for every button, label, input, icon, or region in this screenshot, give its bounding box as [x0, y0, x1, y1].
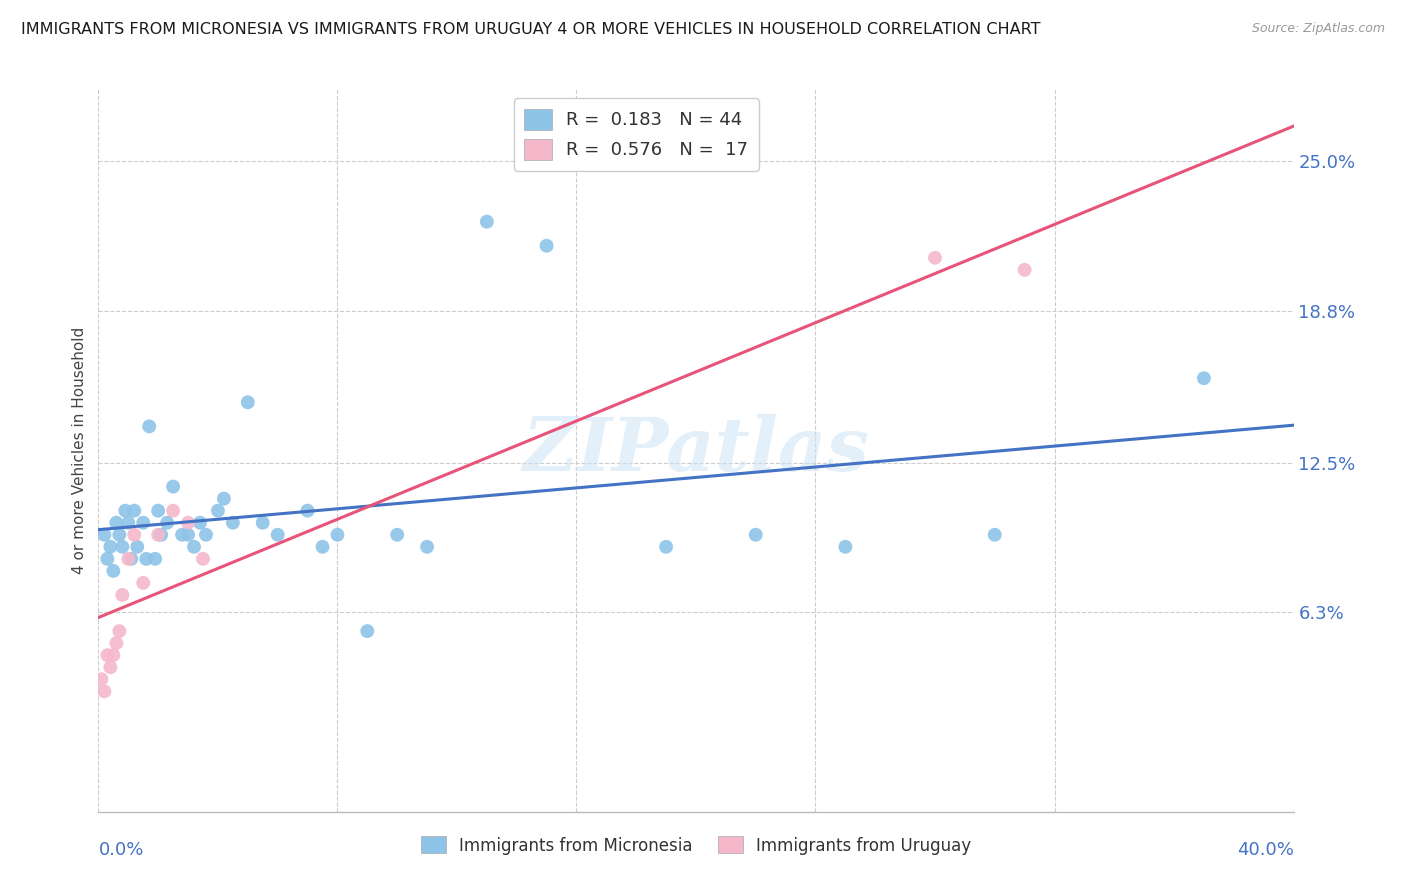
Point: [156, 516, 179, 530]
Point: [117, 516, 139, 530]
Point: [108, 624, 131, 639]
Point: [108, 528, 131, 542]
Point: [162, 480, 184, 494]
Point: [114, 503, 136, 517]
Text: 40.0%: 40.0%: [1237, 840, 1294, 859]
Point: [132, 516, 155, 530]
Point: [117, 551, 139, 566]
Point: [475, 214, 498, 228]
Point: [98, 660, 122, 674]
Point: [834, 540, 856, 554]
Point: [1014, 262, 1036, 277]
Text: 0.0%: 0.0%: [98, 840, 143, 859]
Point: [191, 551, 214, 566]
Point: [148, 503, 170, 517]
Point: [150, 528, 173, 542]
Point: [105, 636, 128, 650]
Point: [416, 540, 439, 554]
Legend: Immigrants from Micronesia, Immigrants from Uruguay: Immigrants from Micronesia, Immigrants f…: [415, 830, 977, 861]
Point: [132, 576, 155, 591]
Text: IMMIGRANTS FROM MICRONESIA VS IMMIGRANTS FROM URUGUAY 4 OR MORE VEHICLES IN HOUS: IMMIGRANTS FROM MICRONESIA VS IMMIGRANTS…: [21, 22, 1040, 37]
Point: [267, 528, 290, 542]
Point: [188, 516, 211, 530]
Point: [385, 528, 409, 542]
Point: [177, 516, 200, 530]
Point: [124, 528, 146, 542]
Point: [124, 503, 146, 517]
Point: [984, 528, 1007, 542]
Point: [148, 528, 170, 542]
Point: [103, 564, 125, 578]
Point: [745, 528, 768, 542]
Point: [135, 551, 157, 566]
Point: [96, 648, 118, 662]
Point: [311, 540, 333, 554]
Point: [162, 503, 184, 517]
Point: [120, 551, 142, 566]
Point: [207, 503, 229, 517]
Point: [252, 516, 274, 530]
Point: [103, 648, 125, 662]
Point: [236, 395, 259, 409]
Point: [98, 540, 122, 554]
Point: [183, 540, 205, 554]
Point: [127, 540, 149, 554]
Point: [655, 540, 678, 554]
Point: [172, 528, 194, 542]
Text: Source: ZipAtlas.com: Source: ZipAtlas.com: [1251, 22, 1385, 36]
Point: [105, 516, 128, 530]
Point: [536, 238, 558, 253]
Point: [195, 528, 218, 542]
Point: [222, 516, 245, 530]
Point: [297, 503, 319, 517]
Point: [93, 684, 115, 698]
Point: [111, 588, 134, 602]
Text: ZIPatlas: ZIPatlas: [523, 414, 869, 487]
Point: [143, 551, 166, 566]
Point: [1192, 371, 1215, 385]
Point: [111, 540, 134, 554]
Point: [212, 491, 235, 506]
Point: [93, 528, 115, 542]
Point: [138, 419, 160, 434]
Point: [90, 673, 112, 687]
Y-axis label: 4 or more Vehicles in Household: 4 or more Vehicles in Household: [72, 326, 87, 574]
Point: [924, 251, 946, 265]
Point: [177, 528, 200, 542]
Point: [356, 624, 378, 639]
Point: [96, 551, 118, 566]
Point: [326, 528, 349, 542]
